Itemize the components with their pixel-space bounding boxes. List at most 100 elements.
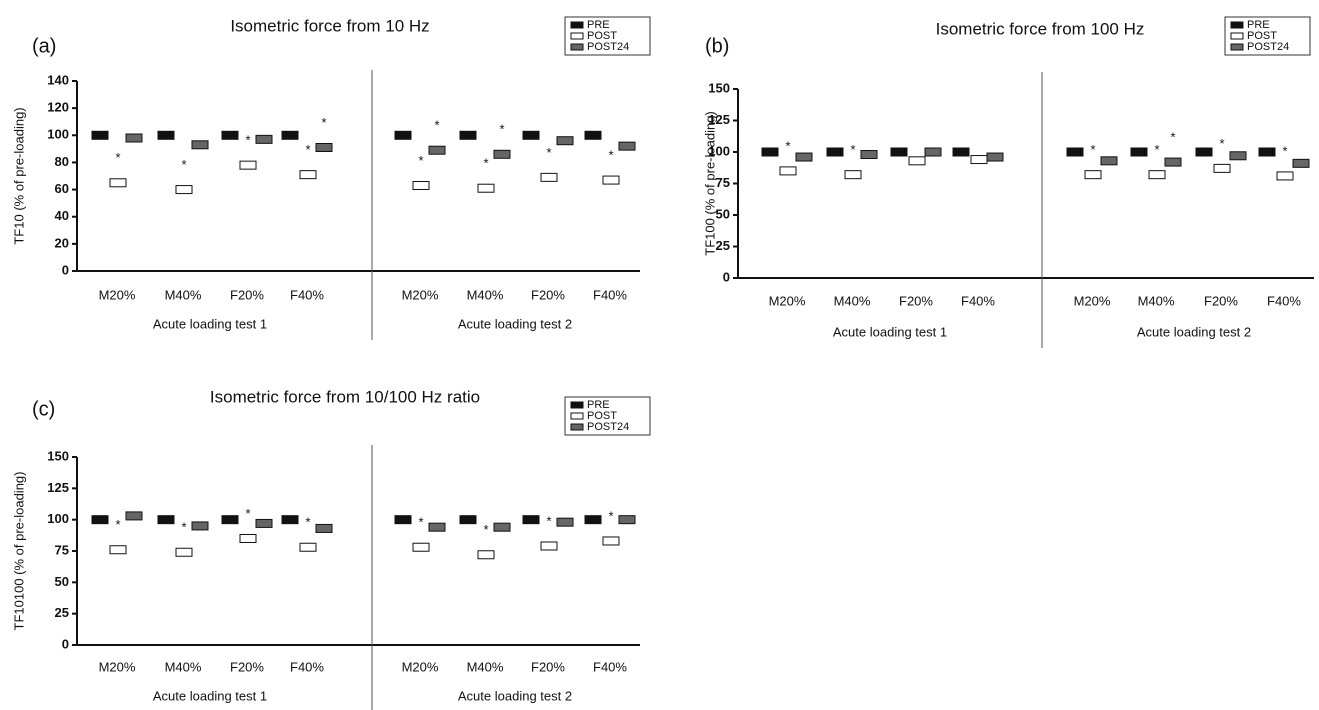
mean-mark (1164, 157, 1182, 167)
y-axis-label: TF10 (% of pre-loading) (11, 107, 26, 244)
group-label: Acute loading test 1 (153, 316, 267, 331)
significance: * (608, 148, 613, 163)
mean-mark (986, 152, 1004, 162)
y-tick-label: 120 (47, 100, 69, 115)
significance: * (115, 517, 120, 532)
y-tick-label: 80 (55, 154, 69, 169)
mean-mark (91, 130, 109, 140)
mean-mark (584, 515, 602, 525)
y-tick-label: 50 (55, 574, 69, 589)
mean-mark (412, 181, 430, 190)
significance: * (434, 118, 439, 133)
legend-label: POST (1247, 30, 1277, 42)
mean-mark (1148, 170, 1166, 180)
mean-mark (826, 147, 844, 157)
mean-mark (157, 515, 175, 525)
mean-mark (239, 160, 257, 170)
x-tick-label: F20% (230, 287, 264, 302)
x-tick-label: F20% (899, 293, 933, 308)
legend-swatch (1230, 32, 1244, 40)
significance: * (483, 156, 488, 171)
x-tick-label: M40% (165, 659, 202, 674)
mean-mark (1066, 147, 1084, 157)
mean-mark (556, 517, 574, 527)
mean-mark (618, 141, 636, 151)
y-tick-label: 150 (47, 448, 69, 463)
mean-mark (952, 147, 970, 157)
significance: * (181, 520, 186, 535)
mean-mark (428, 522, 446, 532)
mean-mark (299, 170, 317, 180)
mean-mark (890, 147, 908, 157)
legend-label: POST (587, 410, 617, 422)
significance: * (850, 142, 855, 157)
x-tick-label: F40% (290, 287, 324, 302)
mean-mark (255, 518, 273, 528)
x-tick-label: M20% (402, 659, 439, 674)
mean-mark (281, 515, 299, 525)
y-tick-label: 0 (723, 269, 730, 284)
x-tick-label: M40% (1138, 293, 1175, 308)
y-tick-label: 100 (47, 511, 69, 526)
legend-box (564, 396, 651, 436)
mean-mark (602, 536, 620, 546)
y-tick-label: 125 (708, 112, 730, 127)
significance: * (1282, 143, 1287, 158)
legend-label: PRE (1247, 19, 1270, 31)
y-tick-label: 0 (62, 636, 69, 651)
y-tick-label: 140 (47, 72, 69, 87)
y-tick-label: 150 (708, 80, 730, 95)
mean-mark (1292, 158, 1310, 168)
legend-label: POST24 (587, 41, 629, 53)
group-label: Acute loading test 1 (153, 688, 267, 703)
mean-mark (761, 147, 779, 157)
x-tick-label: M40% (467, 287, 504, 302)
mean-mark (1084, 170, 1102, 180)
x-tick-label: F40% (593, 287, 627, 302)
x-tick-label: M20% (1074, 293, 1111, 308)
mean-mark (795, 152, 813, 162)
mean-mark (109, 178, 127, 188)
significance: * (321, 115, 326, 130)
x-tick-label: M40% (165, 287, 202, 302)
mean-mark (860, 150, 878, 160)
panel-label: (b) (705, 35, 729, 57)
significance: * (1170, 130, 1175, 145)
significance: * (245, 133, 250, 148)
y-tick-label: 25 (55, 605, 69, 620)
significance: * (305, 515, 310, 530)
mean-mark (109, 545, 127, 555)
mean-mark (1213, 163, 1231, 173)
legend-label: PRE (587, 19, 610, 31)
mean-mark (221, 130, 239, 140)
legend-swatch (570, 423, 584, 431)
mean-mark (299, 542, 317, 552)
legend-swatch (570, 401, 584, 409)
mean-mark (477, 550, 495, 560)
x-tick-label: M20% (769, 293, 806, 308)
y-tick-label: 125 (47, 480, 69, 495)
mean-mark (191, 521, 209, 531)
x-tick-label: F20% (531, 659, 565, 674)
y-tick-label: 75 (716, 175, 730, 190)
x-tick-label: F40% (961, 293, 995, 308)
legend-label: POST24 (1247, 41, 1289, 53)
mean-mark (315, 523, 333, 533)
legend-box (564, 16, 651, 56)
x-tick-label: M20% (99, 659, 136, 674)
significance: * (546, 513, 551, 528)
mean-mark (522, 130, 540, 140)
mean-mark (394, 130, 412, 140)
significance: * (1090, 142, 1095, 157)
x-tick-label: M20% (99, 287, 136, 302)
mean-mark (556, 136, 574, 146)
significance: * (499, 122, 504, 137)
chart-title: Isometric force from 100 Hz (936, 19, 1145, 38)
mean-mark (255, 134, 273, 144)
x-tick-label: M20% (402, 287, 439, 302)
x-tick-label: F40% (593, 659, 627, 674)
panel-label: (c) (32, 398, 55, 420)
legend-label: PRE (587, 399, 610, 411)
x-tick-label: F40% (290, 659, 324, 674)
